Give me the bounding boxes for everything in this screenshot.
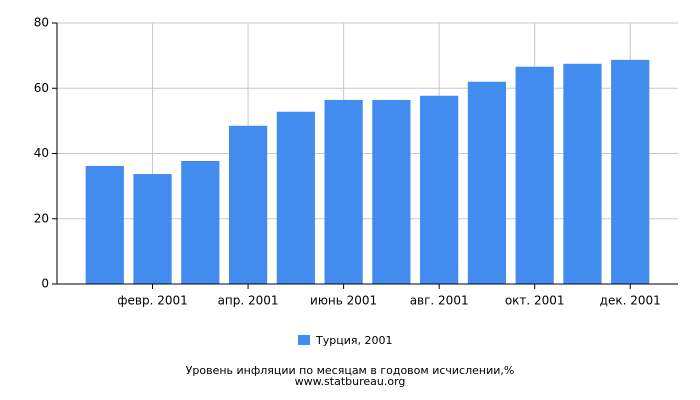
- bar: [515, 66, 554, 284]
- bar: [85, 165, 124, 284]
- y-tick-label: 40: [34, 146, 49, 160]
- bar: [420, 95, 459, 284]
- x-tick-label: февр. 2001: [117, 294, 188, 308]
- bar: [563, 63, 602, 284]
- x-tick-label: дек. 2001: [600, 294, 661, 308]
- bar: [611, 59, 650, 285]
- y-tick-label: 20: [34, 211, 49, 225]
- x-tick-label: окт. 2001: [505, 294, 565, 308]
- legend-swatch: [298, 335, 310, 345]
- bar: [467, 81, 507, 284]
- bar: [372, 99, 411, 285]
- x-tick-label: июнь 2001: [310, 294, 377, 308]
- bar: [181, 161, 220, 284]
- y-tick-label: 0: [41, 277, 49, 291]
- bar: [228, 125, 268, 284]
- y-tick-label: 80: [34, 16, 49, 30]
- x-tick-label: авг. 2001: [410, 294, 469, 308]
- bar: [133, 174, 172, 284]
- caption: Уровень инфляции по месяцам в годовом ис…: [186, 364, 515, 377]
- legend-label: Турция, 2001: [315, 334, 392, 347]
- x-tick-label: апр. 2001: [218, 294, 279, 308]
- y-tick-label: 60: [34, 81, 49, 95]
- source: www.statbureau.org: [295, 375, 406, 388]
- bar: [324, 99, 363, 285]
- bar: [276, 111, 315, 285]
